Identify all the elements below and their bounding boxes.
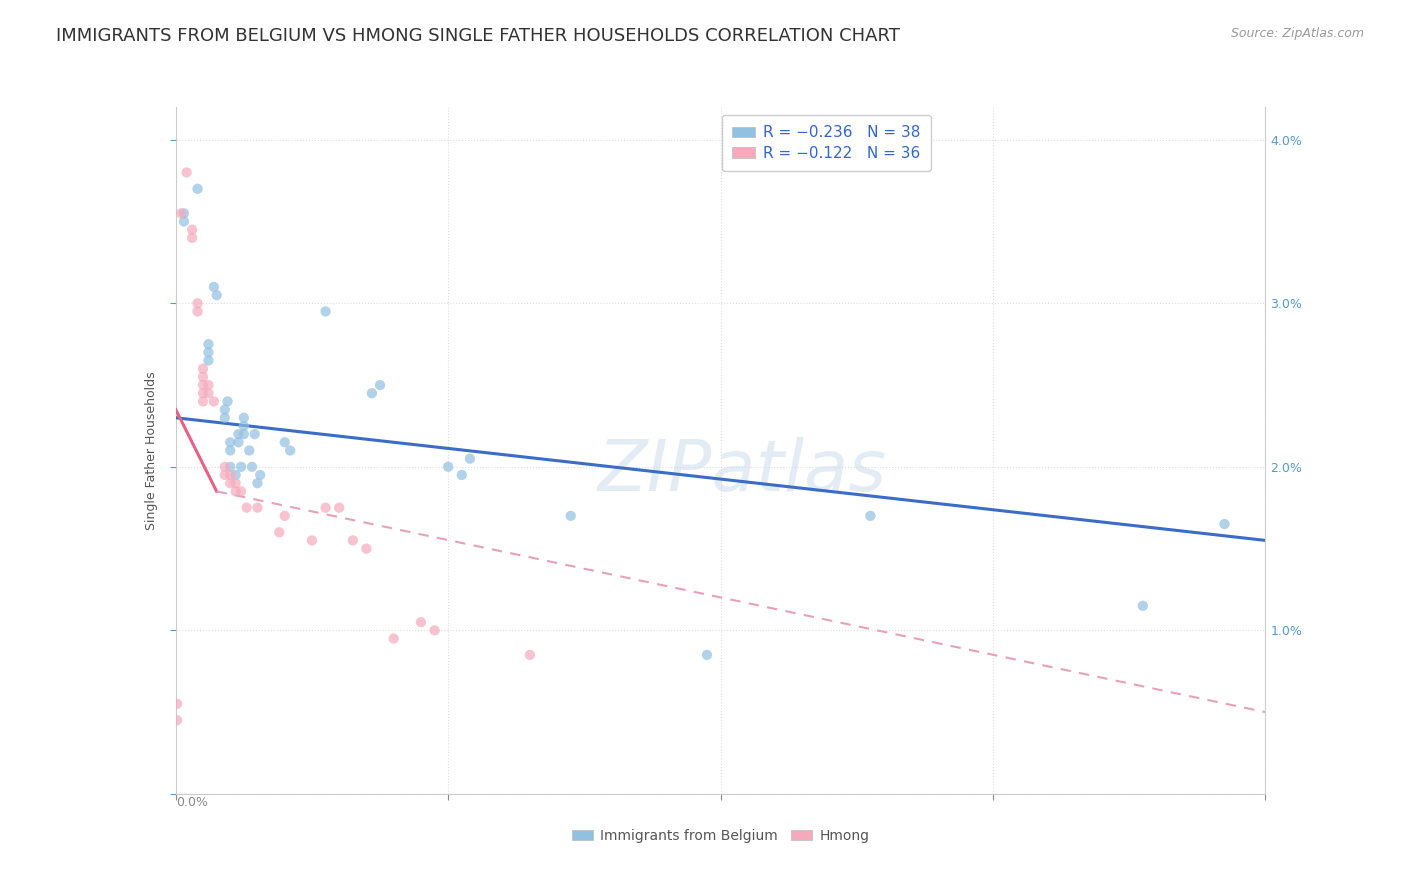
Text: Source: ZipAtlas.com: Source: ZipAtlas.com: [1230, 27, 1364, 40]
Point: [243, 427, 266, 442]
Point: [197, 353, 219, 368]
Point: [228, 427, 250, 442]
Point: [225, 484, 247, 499]
Point: [197, 345, 219, 359]
Point: [191, 370, 214, 384]
Point: [225, 476, 247, 491]
Point: [437, 459, 460, 474]
Point: [219, 435, 242, 450]
Text: IMMIGRANTS FROM BELGIUM VS HMONG SINGLE FATHER HOUSEHOLDS CORRELATION CHART: IMMIGRANTS FROM BELGIUM VS HMONG SINGLE …: [56, 27, 900, 45]
Point: [450, 467, 472, 482]
Point: [246, 476, 269, 491]
Point: [214, 459, 236, 474]
Point: [228, 435, 250, 450]
Point: [1132, 599, 1154, 613]
Point: [238, 443, 260, 458]
Point: [219, 476, 242, 491]
Point: [186, 296, 209, 310]
Point: [269, 525, 291, 540]
Point: [560, 508, 582, 523]
Point: [214, 402, 236, 417]
Point: [368, 378, 391, 392]
Point: [181, 231, 204, 245]
Point: [342, 533, 364, 548]
Point: [249, 467, 271, 482]
Point: [315, 304, 337, 318]
Point: [186, 304, 209, 318]
Point: [197, 386, 219, 401]
Point: [166, 714, 188, 728]
Point: [232, 427, 254, 442]
Point: [328, 500, 350, 515]
Point: [356, 541, 378, 556]
Point: [315, 500, 337, 515]
Point: [173, 206, 195, 220]
Point: [191, 378, 214, 392]
Point: [219, 467, 242, 482]
Point: [191, 394, 214, 409]
Point: [859, 508, 882, 523]
Point: [696, 648, 718, 662]
Text: ZIPatlas: ZIPatlas: [598, 436, 887, 506]
Point: [519, 648, 541, 662]
Point: [214, 410, 236, 425]
Point: [173, 214, 195, 228]
Point: [191, 361, 214, 376]
Point: [219, 443, 242, 458]
Point: [232, 410, 254, 425]
Point: [202, 280, 225, 294]
Point: [361, 386, 384, 401]
Point: [217, 394, 239, 409]
Text: 0.0%: 0.0%: [176, 796, 208, 809]
Point: [231, 459, 253, 474]
Point: [166, 697, 188, 711]
Point: [231, 484, 253, 499]
Point: [176, 165, 198, 179]
Point: [181, 222, 204, 236]
Point: [274, 508, 297, 523]
Point: [219, 459, 242, 474]
Point: [1213, 517, 1236, 532]
Legend: Immigrants from Belgium, Hmong: Immigrants from Belgium, Hmong: [567, 823, 875, 849]
Y-axis label: Single Father Households: Single Father Households: [145, 371, 159, 530]
Point: [301, 533, 323, 548]
Point: [197, 337, 219, 351]
Point: [202, 394, 225, 409]
Point: [458, 451, 481, 466]
Point: [186, 182, 209, 196]
Point: [205, 288, 228, 302]
Point: [278, 443, 301, 458]
Point: [214, 467, 236, 482]
Point: [191, 386, 214, 401]
Point: [170, 206, 193, 220]
Point: [274, 435, 297, 450]
Point: [246, 500, 269, 515]
Point: [235, 500, 257, 515]
Point: [382, 632, 405, 646]
Point: [232, 419, 254, 434]
Point: [197, 378, 219, 392]
Point: [409, 615, 432, 630]
Point: [423, 624, 446, 638]
Point: [225, 467, 247, 482]
Point: [240, 459, 263, 474]
